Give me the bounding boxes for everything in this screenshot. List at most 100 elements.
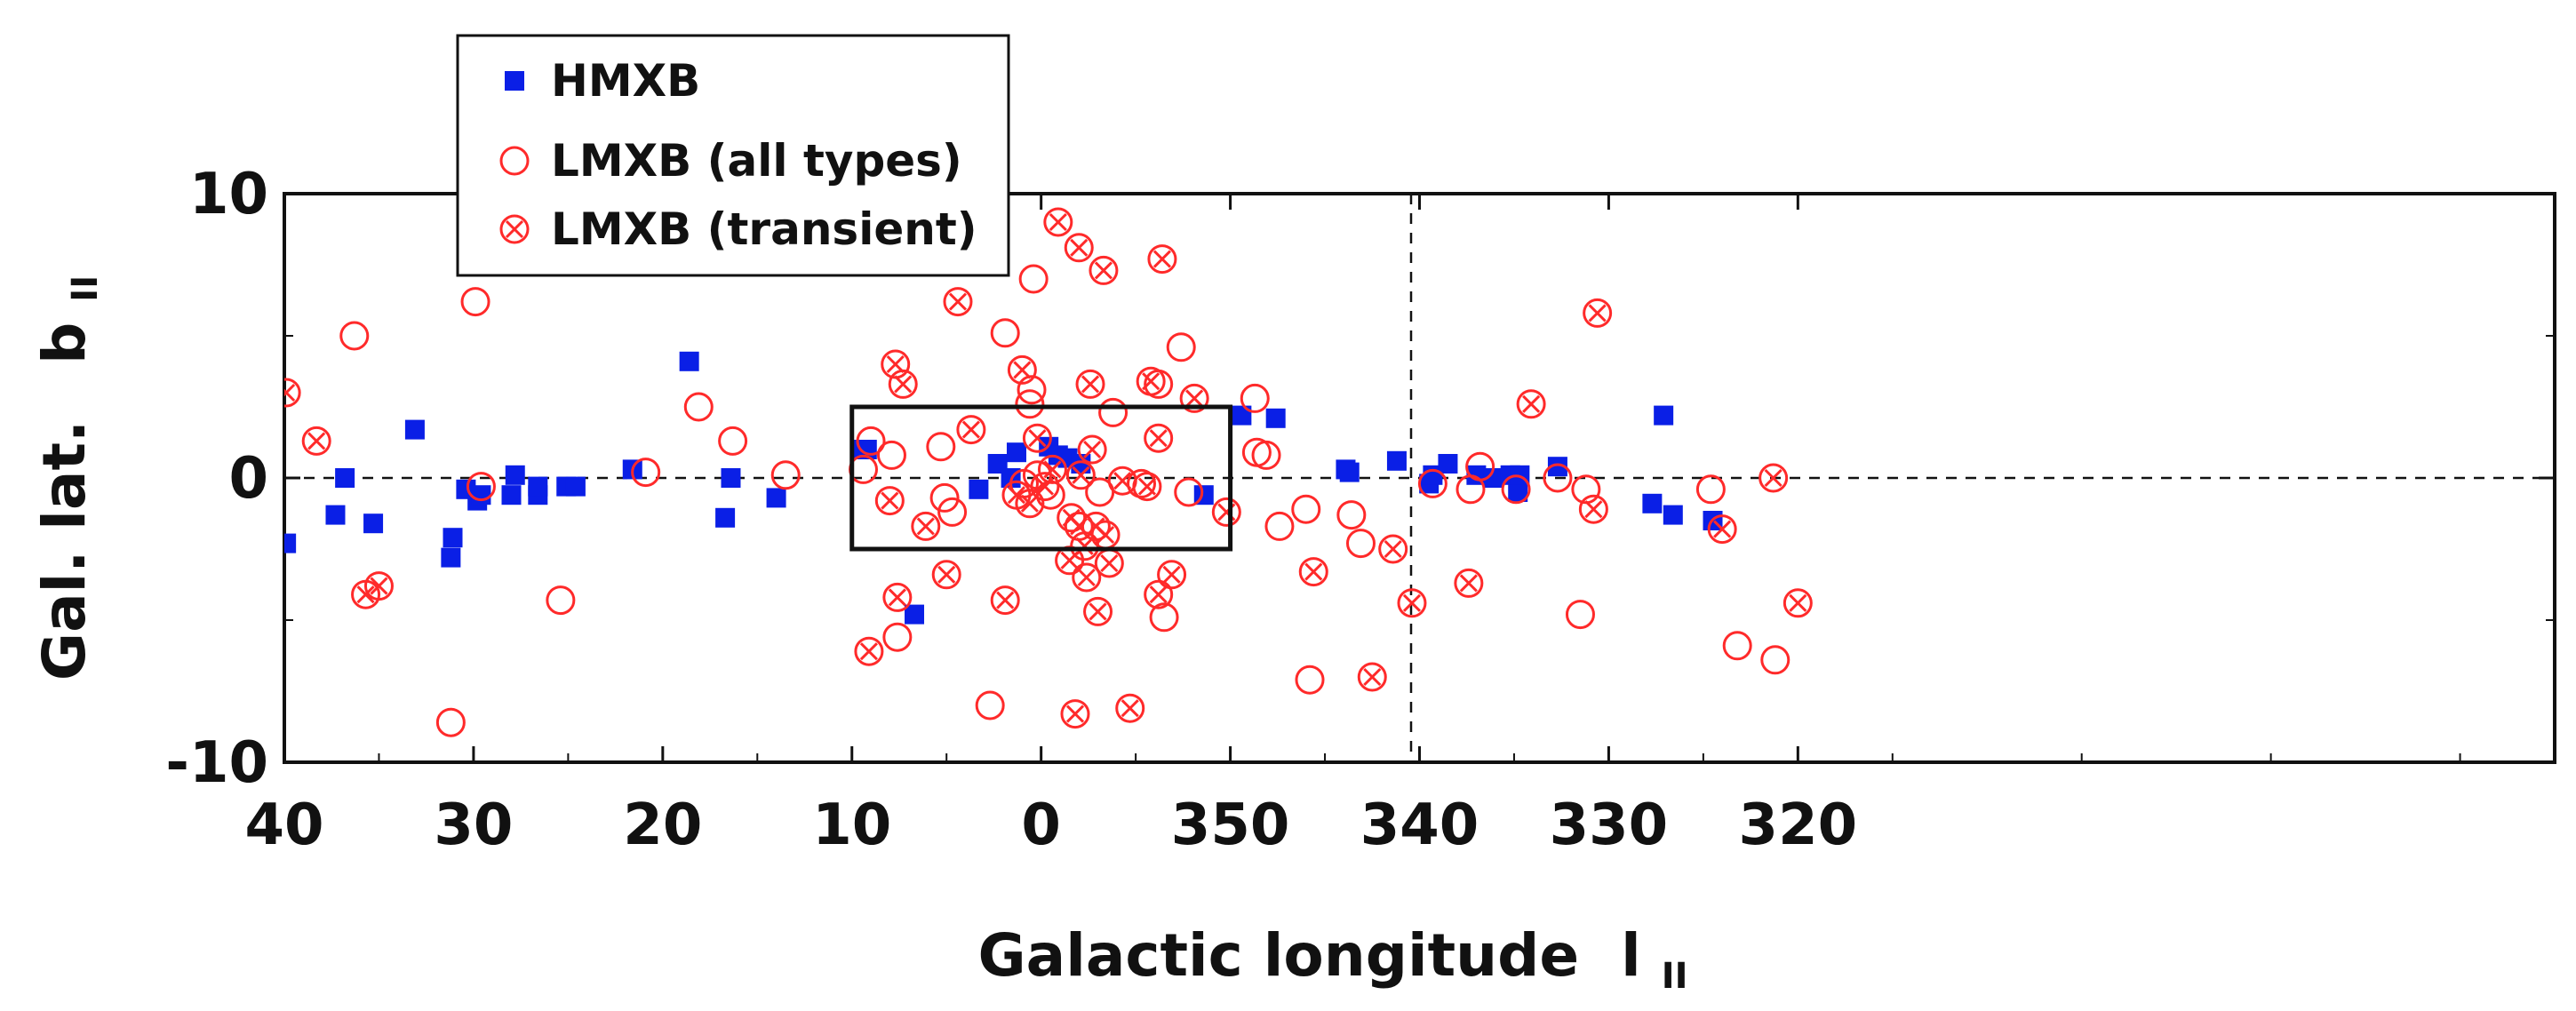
- lmxb-transient-point: [1144, 579, 1174, 609]
- hmxb-point: [565, 476, 586, 497]
- x-tick-label: 350: [1171, 792, 1290, 858]
- lmxb-point: [1760, 645, 1790, 675]
- hmxb-point: [969, 479, 989, 499]
- lmxb-transient-point: [881, 349, 911, 379]
- hmxb-point: [1232, 405, 1252, 426]
- lmxb-transient-point: [1115, 693, 1145, 723]
- lmxb-transient-point: [1043, 207, 1073, 237]
- lmxb-transient-point: [1094, 548, 1124, 578]
- lmxb-point: [460, 287, 490, 317]
- hmxb-point: [1006, 442, 1026, 463]
- legend-box: [456, 34, 1010, 277]
- hmxb-point: [363, 513, 384, 534]
- lmxb-transient-point: [1147, 244, 1177, 275]
- lmxb-point: [1015, 389, 1045, 419]
- lmxb-transient-point: [363, 571, 394, 601]
- galactic-center-region-box: [849, 404, 1233, 552]
- hmxb-point: [404, 419, 425, 440]
- x-tick-label: 320: [1739, 792, 1858, 858]
- lmxb-point: [926, 432, 956, 462]
- lmxb-transient-point: [1065, 460, 1096, 490]
- lmxb-transient-point: [1782, 588, 1813, 618]
- legend-hmxb-marker: [505, 71, 524, 91]
- lmxb-transient-point: [1144, 423, 1174, 453]
- lmxb-transient-point: [1060, 699, 1090, 729]
- hmxb-point: [1386, 450, 1407, 471]
- y-tick-label: 10: [189, 162, 268, 227]
- hmxb-point: [505, 465, 525, 485]
- x-axis-label: Galactic longitude l II: [978, 921, 1688, 997]
- lmxb-transient-point: [1107, 466, 1137, 496]
- legend-lmxb-label: LMXB (all types): [551, 135, 962, 187]
- lmxb-transient-point: [1022, 423, 1052, 453]
- lmxb-transient-point: [1298, 557, 1328, 587]
- lmxb-point: [1085, 477, 1115, 507]
- lmxb-point: [1018, 264, 1049, 294]
- lmxb-point: [770, 460, 801, 490]
- hmxb-point: [1339, 462, 1360, 482]
- lmxb-point: [1417, 468, 1448, 498]
- hmxb-point: [721, 468, 741, 488]
- legend-lmxb-transient-label: LMXB (transient): [551, 203, 977, 255]
- lmxb-point: [466, 472, 496, 502]
- y-tick-label: -10: [165, 730, 268, 796]
- lmxb-transient-point: [874, 486, 905, 516]
- lmxb-point: [856, 426, 886, 456]
- lmxb-transient-point: [1378, 534, 1408, 564]
- lmxb-transient-point: [1132, 472, 1162, 502]
- hmxb-point: [1483, 468, 1503, 488]
- lmxb-transient-point: [1064, 233, 1094, 263]
- hmxb-point: [325, 505, 346, 525]
- lmxb-transient-point: [1037, 454, 1067, 484]
- lmxb-transient-point: [1090, 520, 1121, 550]
- lmxb-point: [1345, 529, 1376, 559]
- lmxb-point: [1149, 602, 1179, 633]
- lmxb-transient-point: [1077, 434, 1107, 465]
- lmxb-point: [1166, 332, 1196, 362]
- y-axis-subscript: II: [65, 275, 106, 302]
- lmxb-transient-point: [1157, 560, 1187, 590]
- hmxb-point: [1438, 454, 1458, 474]
- legend-hmxb-label: HMXB: [551, 55, 700, 107]
- x-axis-symbol: l: [1621, 921, 1641, 990]
- lmxb-transient-point: [854, 636, 884, 666]
- hmxb-point: [528, 476, 548, 497]
- lmxb-transient-point: [1007, 354, 1037, 385]
- hmxb-point: [284, 533, 297, 553]
- lmxb-transient-point: [301, 426, 331, 456]
- x-axis-subscript: II: [1662, 956, 1688, 997]
- hmxb-point: [1508, 482, 1528, 502]
- lmxb-point: [1098, 397, 1128, 427]
- x-tick-label: 0: [1021, 792, 1061, 858]
- x-tick-label: 30: [434, 792, 513, 858]
- lmxb-transient-point: [931, 560, 961, 590]
- lmxb-point: [1722, 631, 1752, 661]
- hmxb-point: [766, 488, 786, 508]
- lmxb-transient-point: [888, 369, 918, 399]
- lmxb-transient-point: [1397, 588, 1427, 618]
- hmxb-point: [679, 351, 699, 371]
- lmxb-transient-point: [943, 287, 973, 317]
- hmxb-point: [1642, 493, 1663, 513]
- lmxb-transient-point: [1083, 596, 1113, 626]
- hmxb-point: [471, 485, 491, 506]
- lmxb-point: [339, 321, 370, 351]
- lmxb-point: [975, 690, 1005, 720]
- y-axis-label: Gal. lat. b II: [30, 275, 106, 681]
- lmxb-point: [1174, 477, 1204, 507]
- hmxb-point: [335, 468, 355, 488]
- hmxb-point: [441, 547, 461, 568]
- hmxb-point: [905, 604, 925, 625]
- lmxb-point: [1695, 474, 1726, 505]
- lmxb-point: [876, 440, 906, 470]
- lmxb-transient-point: [1211, 497, 1241, 527]
- lmxb-point: [937, 497, 968, 527]
- x-tick-label: 330: [1550, 792, 1669, 858]
- x-tick-label: 20: [623, 792, 702, 858]
- lmxb-point: [990, 318, 1020, 348]
- lmxb-transient-point: [1136, 366, 1166, 396]
- lmxb-transient-point: [1072, 562, 1102, 593]
- lmxb-point: [1127, 468, 1157, 498]
- lmxb-point: [1565, 600, 1595, 630]
- hmxb-point: [443, 528, 463, 548]
